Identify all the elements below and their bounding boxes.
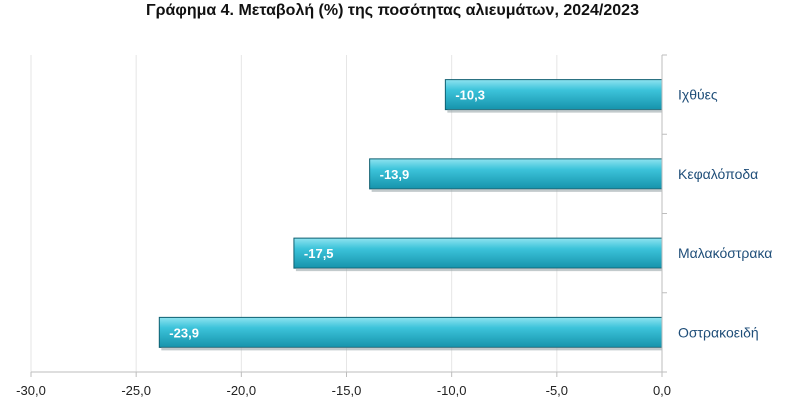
x-tick-label: -30,0: [16, 383, 46, 398]
category-label: Μαλακόστρακα: [678, 245, 772, 261]
category-label: Κεφαλόποδα: [678, 166, 758, 182]
x-tick-label: -5,0: [546, 383, 568, 398]
bar-2: [369, 158, 663, 190]
data-label: -17,5: [304, 246, 334, 261]
bar-shadow: [295, 268, 662, 272]
category-label: Οστρακοειδή: [678, 324, 759, 340]
bar-3: [293, 237, 663, 269]
data-label: -23,9: [169, 325, 199, 340]
x-tick-label: -15,0: [332, 383, 362, 398]
bar-shadow: [161, 347, 662, 351]
data-label: -13,9: [380, 167, 410, 182]
x-tick-label: 0,0: [653, 383, 671, 398]
bar-shadow: [371, 188, 662, 192]
x-tick-label: -20,0: [227, 383, 257, 398]
bar-4: [158, 316, 663, 348]
bar-shadow: [447, 109, 662, 113]
category-label: Ιχθύες: [678, 87, 718, 103]
x-tick-label: -10,0: [437, 383, 467, 398]
chart-title: Γράφημα 4. Μεταβολή (%) της ποσότητας αλ…: [146, 2, 639, 19]
x-tick-label: -25,0: [121, 383, 151, 398]
data-label: -10,3: [455, 88, 485, 103]
